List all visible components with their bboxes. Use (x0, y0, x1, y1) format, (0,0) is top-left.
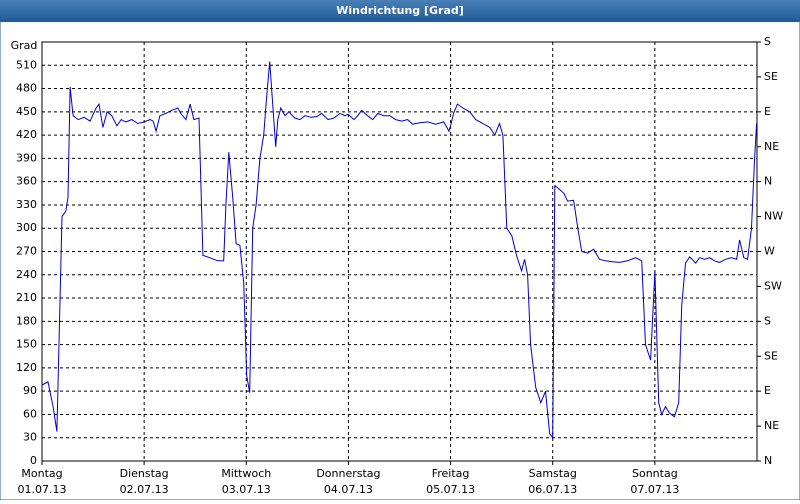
x-tick-label: Samstag (529, 467, 577, 480)
y-axis-label: Grad (11, 39, 38, 52)
y-tick-label: 0 (30, 454, 37, 467)
y2-tick-label: N (764, 175, 772, 188)
y-tick-label: 90 (23, 384, 37, 397)
x-tick-label: Dienstag (120, 467, 169, 480)
y-tick-label: 180 (16, 314, 37, 327)
data-line (41, 61, 758, 440)
y2-tick-label: SE (764, 349, 778, 362)
x-tick-date: 05.07.13 (426, 483, 475, 496)
y-tick-label: 390 (16, 151, 37, 164)
y-tick-label: 30 (23, 431, 37, 444)
y-tick-label: 360 (16, 175, 37, 188)
y2-tick-label: S (764, 35, 771, 48)
chart-title: Windrichtung [Grad] (336, 4, 464, 17)
y-tick-label: 420 (16, 128, 37, 141)
y2-tick-label: NW (764, 210, 783, 223)
title-bar (0, 0, 800, 22)
y2-tick-label: E (764, 105, 771, 118)
y-tick-label: 480 (16, 82, 37, 95)
x-tick-date: 03.07.13 (222, 483, 271, 496)
y2-tick-label: NE (764, 140, 779, 153)
y-tick-label: 330 (16, 198, 37, 211)
y-tick-label: 150 (16, 338, 37, 351)
y-tick-label: 270 (16, 245, 37, 258)
x-tick-label: Donnerstag (316, 467, 380, 480)
x-tick-label: Sonntag (632, 467, 678, 480)
y-tick-label: 60 (23, 407, 37, 420)
y2-tick-label: W (764, 245, 775, 258)
x-tick-label: Freitag (432, 467, 470, 480)
x-tick-date: 02.07.13 (120, 483, 169, 496)
x-tick-date: 07.07.13 (630, 483, 679, 496)
y-tick-label: 450 (16, 105, 37, 118)
y2-tick-label: S (764, 314, 771, 327)
x-tick-label: Montag (21, 467, 62, 480)
x-tick-date: 01.07.13 (18, 483, 67, 496)
x-tick-date: 06.07.13 (528, 483, 577, 496)
x-tick-label: Mittwoch (221, 467, 271, 480)
y-tick-label: 510 (16, 58, 37, 71)
y-tick-label: 240 (16, 268, 37, 281)
y2-tick-label: SW (764, 279, 782, 292)
y2-tick-label: N (764, 454, 772, 467)
y-tick-label: 300 (16, 221, 37, 234)
y2-tick-label: SE (764, 70, 778, 83)
y2-tick-label: E (764, 384, 771, 397)
y-tick-label: 210 (16, 291, 37, 304)
y2-tick-label: NE (764, 419, 779, 432)
x-tick-date: 04.07.13 (324, 483, 373, 496)
y-tick-label: 120 (16, 361, 37, 374)
